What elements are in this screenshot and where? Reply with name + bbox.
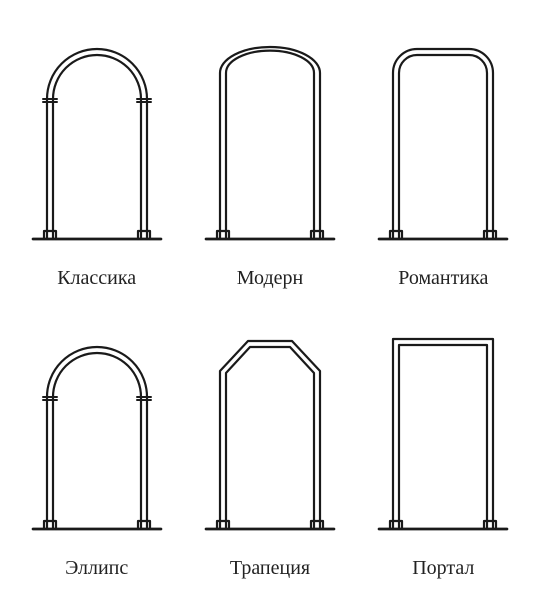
trapezoid-label: Трапеция (230, 557, 310, 580)
classic-label: Классика (57, 267, 136, 290)
arch-cell-trapezoid: Трапеция (183, 310, 356, 580)
arch-cell-classic: Классика (10, 20, 183, 290)
trapezoid-arch-icon (190, 319, 350, 549)
arch-cell-romantic: Романтика (357, 20, 530, 290)
arch-cell-portal: Портал (357, 310, 530, 580)
ellipse-arch-icon (17, 319, 177, 549)
romantic-label: Романтика (398, 267, 488, 290)
romantic-arch-icon (363, 29, 523, 259)
arch-cell-ellipse: Эллипс (10, 310, 183, 580)
arch-cell-modern: Модерн (183, 20, 356, 290)
ellipse-label: Эллипс (65, 557, 128, 580)
portal-arch-icon (363, 319, 523, 549)
modern-arch-icon (190, 29, 350, 259)
modern-label: Модерн (237, 267, 303, 290)
classic-arch-icon (17, 29, 177, 259)
portal-label: Портал (412, 557, 474, 580)
